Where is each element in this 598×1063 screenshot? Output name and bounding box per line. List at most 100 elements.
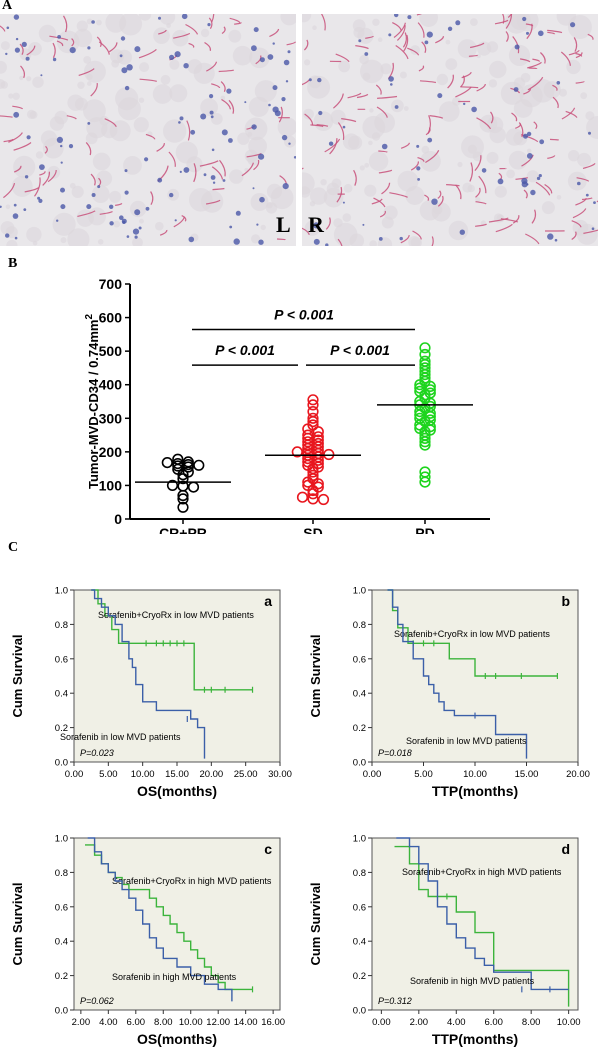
stained-vessel	[206, 61, 218, 72]
stained-vessel	[468, 54, 479, 57]
p-value: P=0.062	[80, 996, 114, 1006]
stained-vessel	[547, 31, 556, 35]
stained-vessel	[521, 154, 534, 167]
series-label: Sorafenib+CryoRx in low MVD patients	[98, 610, 254, 620]
nucleus	[69, 47, 76, 54]
km-plot-d: 0.0 0.2 0.4 0.6 0.8 1.0 0.00 2.00 4.00 6.00 8.00 10…	[308, 834, 581, 1048]
nucleus	[530, 189, 536, 196]
nucleus	[26, 135, 31, 140]
nucleus	[37, 196, 41, 200]
stained-vessel	[34, 177, 41, 197]
series-label: Sorafenib in low MVD patients	[406, 736, 527, 746]
tissue-texture	[139, 14, 152, 21]
tissue-texture	[359, 165, 365, 171]
panel-label-a: A	[2, 0, 13, 13]
tissue-texture	[307, 75, 331, 99]
stained-vessel	[575, 198, 587, 206]
stained-vessel	[424, 194, 430, 201]
data-point	[307, 493, 319, 505]
nucleus	[588, 131, 591, 135]
nucleus	[119, 54, 123, 58]
tissue-texture	[91, 185, 110, 204]
stained-vessel	[533, 121, 538, 130]
nucleus	[56, 219, 59, 222]
tissue-texture	[8, 93, 14, 99]
tissue-texture	[200, 98, 219, 116]
tissue-texture	[489, 126, 506, 144]
nucleus	[244, 101, 247, 104]
stained-vessel	[396, 25, 406, 41]
nucleus	[417, 178, 420, 181]
stained-vessel	[302, 227, 310, 235]
stained-vessel	[515, 123, 521, 129]
y-tick-label: 0.8	[55, 620, 68, 631]
nucleus	[5, 52, 8, 56]
stained-vessel	[347, 92, 362, 99]
tissue-texture	[52, 212, 76, 236]
y-tick-label: 1.0	[55, 586, 68, 597]
stained-vessel	[52, 42, 56, 59]
tissue-texture	[369, 108, 374, 113]
y-tick-label: 400	[99, 377, 123, 393]
nucleus	[126, 235, 130, 238]
stained-vessel	[378, 150, 388, 153]
data-point	[307, 484, 319, 497]
nucleus	[394, 105, 399, 109]
y-tick-label: 0.2	[353, 723, 366, 734]
nucleus	[226, 88, 232, 94]
stained-vessel	[286, 41, 296, 46]
nucleus	[40, 74, 43, 77]
stained-vessel	[512, 215, 520, 224]
tissue-texture	[111, 59, 120, 68]
stained-vessel	[220, 81, 226, 93]
x-tick-label: 12.00	[206, 1017, 230, 1028]
tissue-texture	[475, 196, 481, 203]
tissue-texture	[436, 73, 449, 86]
tissue-texture	[163, 119, 187, 143]
stained-vessel	[575, 52, 583, 59]
tissue-texture	[83, 99, 106, 123]
x-tick-label: 25.00	[234, 769, 258, 780]
tissue-texture	[254, 80, 277, 103]
tissue-texture	[35, 151, 44, 159]
nucleus	[188, 236, 195, 243]
tissue-texture	[153, 27, 170, 44]
data-point	[312, 478, 324, 490]
data-point	[307, 488, 319, 500]
y-tick-label: 1.0	[353, 834, 366, 845]
tissue-texture	[0, 60, 7, 74]
nucleus	[174, 219, 177, 222]
stained-vessel	[325, 217, 331, 230]
tissue-texture	[248, 136, 267, 156]
stained-vessel	[568, 49, 580, 56]
nucleus	[6, 26, 10, 30]
tissue-texture	[488, 79, 498, 88]
p-value-sd-pd: P < 0.001	[330, 342, 390, 358]
tissue-texture	[530, 79, 555, 103]
tissue-texture	[360, 59, 384, 84]
x-tick-label: 4.00	[447, 1017, 466, 1028]
nucleus	[258, 239, 264, 245]
data-point	[307, 399, 319, 411]
stained-vessel	[403, 34, 409, 52]
data-point	[177, 469, 189, 481]
stained-vessel	[523, 189, 528, 199]
stained-vessel	[0, 25, 6, 32]
nucleus	[145, 206, 150, 211]
tissue-texture	[371, 132, 381, 141]
tissue-texture	[364, 162, 370, 168]
tissue-texture	[229, 169, 244, 184]
stained-vessel	[476, 83, 486, 92]
nucleus	[281, 134, 288, 141]
stained-vessel	[379, 210, 386, 218]
nucleus	[132, 228, 140, 235]
nucleus	[119, 215, 124, 220]
y-axis-label: Tumor-MVD-CD34 / 0.74mm2	[84, 314, 101, 490]
data-point	[166, 479, 179, 491]
data-point	[414, 379, 426, 391]
stained-vessel	[353, 169, 357, 186]
nucleus	[209, 110, 214, 115]
stained-vessel	[500, 218, 519, 223]
tissue-texture	[133, 117, 149, 133]
stained-vessel	[437, 195, 444, 207]
